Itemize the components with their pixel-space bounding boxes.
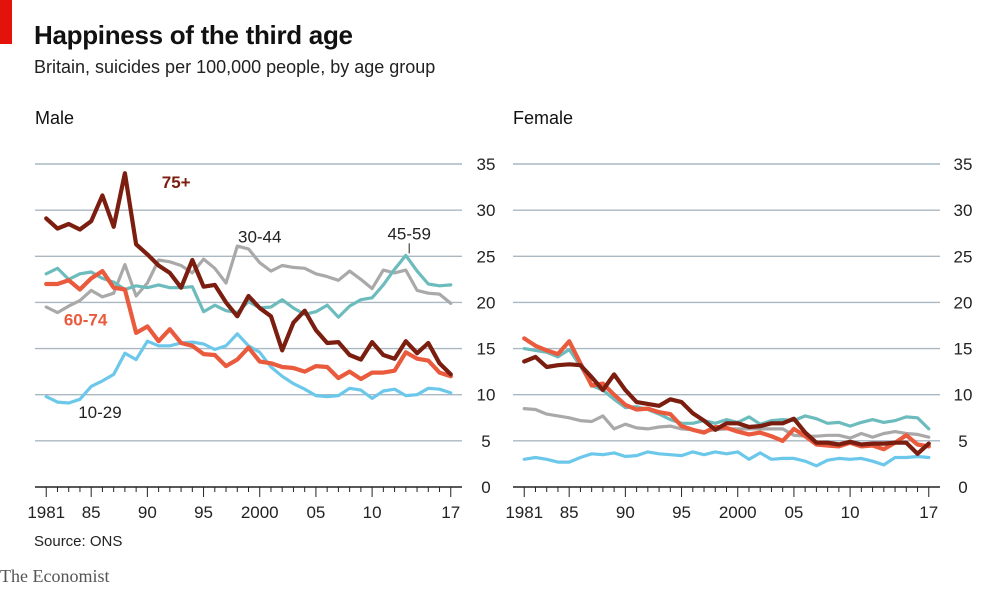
chart-subtitle: Britain, suicides per 100,000 people, by… xyxy=(34,57,436,77)
x-tick-label: 90 xyxy=(616,503,635,522)
x-tick-label: 1981 xyxy=(505,503,543,522)
series-label-45-59: 45-59 xyxy=(387,224,430,243)
series-line-10-29 xyxy=(522,450,931,468)
x-tick-label: 85 xyxy=(82,503,101,522)
x-tick-label: 10 xyxy=(363,503,382,522)
series-label-60-74: 60-74 xyxy=(64,311,108,330)
y-tick-label: 15 xyxy=(477,340,496,359)
x-tick-label: 17 xyxy=(441,503,460,522)
x-tick-label: 05 xyxy=(306,503,325,522)
source-note: Source: ONS xyxy=(34,533,123,550)
x-tick-label: 90 xyxy=(138,503,157,522)
y-tick-label: 15 xyxy=(954,340,973,359)
y-tick-label: 5 xyxy=(481,432,490,451)
series-line-75+ xyxy=(522,354,931,456)
y-tick-label: 35 xyxy=(477,155,496,174)
y-tick-label: 5 xyxy=(958,432,967,451)
series-line-60-74 xyxy=(522,336,931,452)
brand-red-tag xyxy=(0,0,12,44)
y-tick-label: 30 xyxy=(954,201,973,220)
series-line-45-59 xyxy=(522,347,931,431)
y-tick-label: 10 xyxy=(954,386,973,405)
series-line-45-59 xyxy=(44,253,453,319)
series-label-75+: 75+ xyxy=(162,173,191,192)
x-tick-label: 05 xyxy=(784,503,803,522)
y-tick-label: 30 xyxy=(477,201,496,220)
series-label-30-44: 30-44 xyxy=(238,227,281,246)
panel-title-male: Male xyxy=(35,108,74,128)
y-tick-label: 35 xyxy=(954,155,973,174)
y-tick-label: 10 xyxy=(477,386,496,405)
y-tick-label: 25 xyxy=(477,247,496,266)
publisher-logo: The Economist xyxy=(0,566,110,586)
x-tick-label: 2000 xyxy=(241,503,279,522)
y-tick-label: 0 xyxy=(481,478,490,497)
series-line-10-29 xyxy=(44,332,453,405)
x-tick-label: 10 xyxy=(841,503,860,522)
x-tick-label: 1981 xyxy=(27,503,65,522)
series-line-75+ xyxy=(44,171,453,377)
y-tick-label: 25 xyxy=(954,247,973,266)
y-tick-label: 20 xyxy=(477,293,496,312)
y-tick-label: 0 xyxy=(958,478,967,497)
series-label-10-29: 10-29 xyxy=(78,403,121,422)
x-tick-label: 95 xyxy=(672,503,691,522)
x-tick-label: 95 xyxy=(194,503,213,522)
series-line-60-74 xyxy=(44,269,453,382)
y-tick-label: 20 xyxy=(954,293,973,312)
chart-title: Happiness of the third age xyxy=(34,20,353,50)
x-tick-label: 85 xyxy=(560,503,579,522)
panel-title-female: Female xyxy=(513,108,573,128)
series-line-30-44 xyxy=(44,244,453,315)
x-tick-label: 17 xyxy=(919,503,938,522)
x-tick-label: 2000 xyxy=(719,503,757,522)
